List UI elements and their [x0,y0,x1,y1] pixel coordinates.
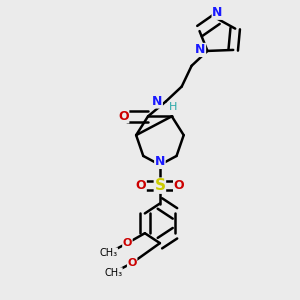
Text: O: O [136,179,146,192]
Text: CH₃: CH₃ [104,268,122,278]
Text: N: N [155,155,165,168]
Text: N: N [152,95,162,108]
Text: H: H [169,102,177,112]
Text: O: O [123,238,132,248]
Text: N: N [195,44,206,56]
Text: O: O [174,179,184,192]
Text: O: O [118,110,129,123]
Text: O: O [128,258,137,268]
Text: CH₃: CH₃ [99,248,118,258]
Text: S: S [154,178,165,193]
Text: N: N [212,6,223,19]
